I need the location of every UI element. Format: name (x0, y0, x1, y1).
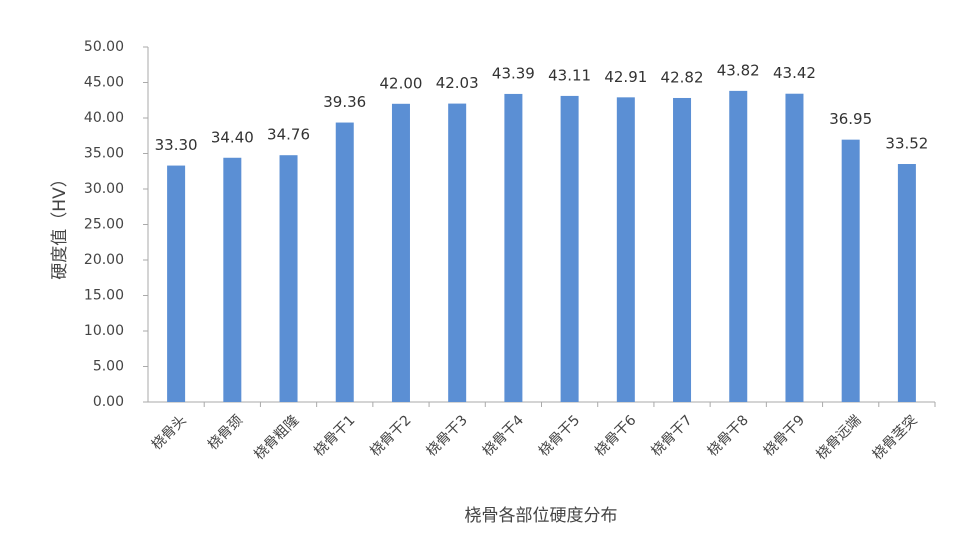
bar (391, 103, 410, 403)
bar (223, 157, 242, 402)
x-tick-label: 桡骨干2 (367, 412, 414, 459)
x-tick-label: 桡骨干8 (705, 412, 752, 459)
y-tick-label: 30.00 (84, 181, 124, 197)
value-label: 43.39 (492, 64, 535, 82)
bar (616, 97, 635, 403)
y-tick-label: 5.00 (93, 359, 124, 375)
value-label: 34.76 (267, 126, 310, 144)
x-tick-label: 桡骨干9 (761, 412, 808, 459)
x-tick-label: 桡骨颈 (205, 412, 246, 453)
y-tick-label: 25.00 (84, 217, 124, 233)
bar (785, 93, 804, 402)
value-label: 33.52 (885, 135, 928, 153)
x-tick-label: 桡骨干1 (311, 412, 358, 459)
x-tick-label: 桡骨头 (149, 412, 190, 453)
value-label: 42.91 (604, 68, 647, 86)
x-tick-label: 桡骨干3 (424, 412, 471, 459)
bar (673, 97, 692, 402)
y-tick-label: 45.00 (84, 75, 124, 91)
bar (448, 103, 467, 402)
x-tick-label: 桡骨茎突 (870, 412, 921, 463)
bar (560, 95, 579, 402)
y-tick-label: 10.00 (84, 323, 124, 339)
y-tick-label: 40.00 (84, 110, 124, 126)
bar (897, 164, 916, 402)
y-tick-label: 15.00 (84, 288, 124, 304)
x-tick-label: 桡骨远端 (813, 412, 864, 463)
value-label: 43.82 (717, 61, 760, 79)
y-tick-label: 35.00 (84, 146, 124, 162)
y-tick-label: 50.00 (84, 39, 124, 55)
value-label: 33.30 (155, 136, 198, 154)
bar (729, 90, 748, 403)
bar (335, 122, 354, 402)
bar (167, 165, 186, 402)
y-tick-label: 0.00 (93, 394, 124, 410)
value-label: 34.40 (211, 128, 254, 146)
value-label: 42.03 (436, 74, 479, 92)
bar (504, 93, 523, 402)
bar (279, 155, 298, 402)
bar (841, 139, 860, 402)
value-label: 39.36 (323, 93, 366, 111)
x-tick-label: 桡骨粗隆 (251, 412, 302, 463)
x-tick-label: 桡骨干7 (648, 412, 695, 459)
value-label: 42.00 (379, 74, 422, 92)
x-tick-label: 桡骨干6 (592, 412, 639, 459)
value-label: 36.95 (829, 110, 872, 128)
y-tick-label: 20.00 (84, 252, 124, 268)
x-tick-label: 桡骨干5 (536, 412, 583, 459)
x-axis-title: 桡骨各部位硬度分布 (465, 506, 618, 526)
x-tick-label: 桡骨干4 (480, 412, 527, 459)
value-label: 42.82 (661, 68, 704, 86)
value-label: 43.42 (773, 64, 816, 82)
y-axis-title: 硬度值（HV） (50, 170, 70, 279)
value-label: 43.11 (548, 66, 591, 84)
